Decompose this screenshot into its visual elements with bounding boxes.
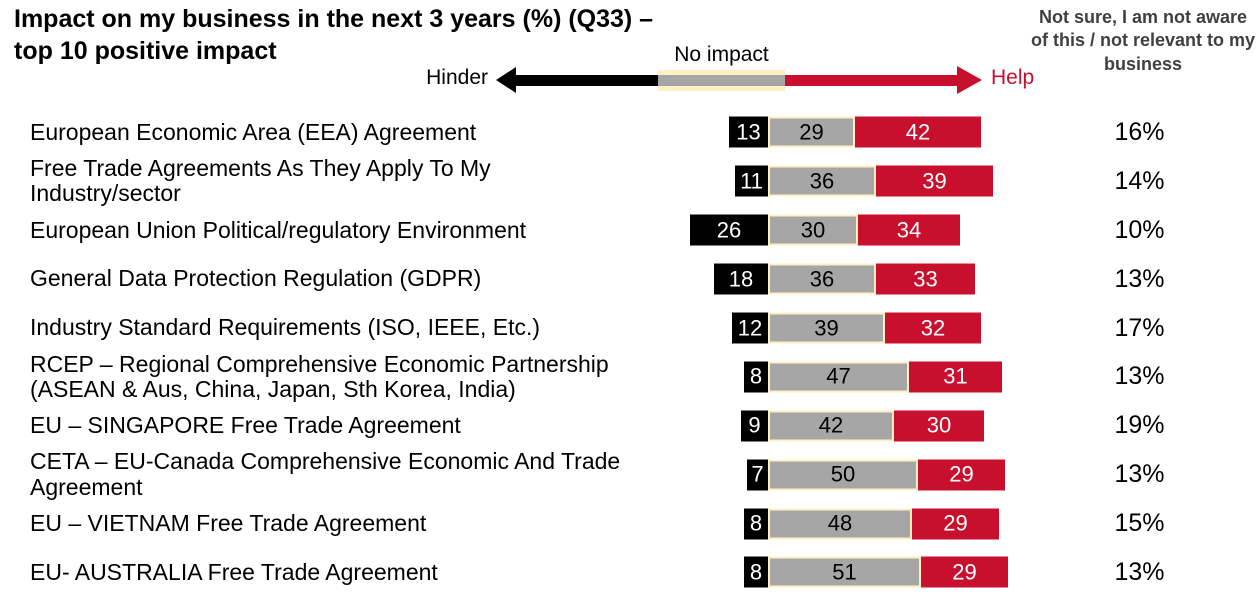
not-sure-value: 15% (1114, 509, 1165, 538)
hinder-label: Hinder (426, 66, 488, 89)
chart-row: EU – SINGAPORE Free Trade Agreement 9 42 30… (0, 401, 1259, 450)
bar-area: 13 29 42 (680, 108, 1020, 157)
chart-row: European Union Political/regulatory Envi… (0, 206, 1259, 255)
not-sure-value: 13% (1114, 362, 1165, 391)
chart-row: European Economic Area (EEA) Agreement 13… (0, 108, 1259, 157)
hinder-bar-segment: 8 (744, 556, 768, 588)
no-impact-bar-segment: 42 (768, 410, 894, 442)
help-bar-segment: 33 (876, 263, 975, 295)
chart-row: RCEP – Regional Comprehensive Economic P… (0, 350, 1259, 402)
hinder-bar-segment: 8 (744, 508, 768, 540)
category-label: General Data Protection Regulation (GDPR… (30, 265, 482, 292)
hinder-bar-segment: 18 (714, 263, 768, 295)
not-sure-column-header: Not sure, I am not aware of this / not r… (1030, 7, 1256, 74)
hinder-bar-segment: 11 (735, 165, 768, 197)
chart-row: General Data Protection Regulation (GDPR… (0, 255, 1259, 304)
bar-area: 8 47 31 (680, 352, 1020, 401)
not-sure-value: 13% (1114, 557, 1165, 586)
category-label: EU – SINGAPORE Free Trade Agreement (30, 412, 461, 439)
help-arrow-body (785, 75, 957, 86)
not-sure-value: 10% (1114, 215, 1165, 244)
chart-row: EU- AUSTRALIA Free Trade Agreement 8 51 29 1… (0, 548, 1259, 597)
chart-row: EU – VIETNAM Free Trade Agreement 8 48 29 15… (0, 499, 1259, 548)
chart-rows: European Economic Area (EEA) Agreement 13… (0, 108, 1259, 597)
page-title: Impact on my business in the next 3 year… (14, 5, 654, 65)
category-label: RCEP – Regional Comprehensive Economic P… (30, 350, 609, 402)
help-bar-segment: 39 (876, 165, 993, 197)
no-impact-bar-segment: 51 (768, 556, 921, 588)
no-impact-bar-segment: 39 (768, 312, 885, 344)
not-sure-value: 13% (1114, 264, 1165, 293)
bar-area: 12 39 32 (680, 304, 1020, 353)
category-label: EU – VIETNAM Free Trade Agreement (30, 509, 427, 536)
hinder-arrow-body (515, 75, 658, 86)
help-arrow-head-icon (957, 66, 982, 94)
not-sure-value: 17% (1114, 313, 1165, 342)
not-sure-value: 19% (1114, 411, 1165, 440)
no-impact-bar-segment: 29 (768, 116, 855, 148)
category-label: Free Trade Agreements As They Apply To M… (30, 155, 491, 207)
chart-row: Free Trade Agreements As They Apply To M… (0, 155, 1259, 207)
help-bar-segment: 30 (894, 410, 984, 442)
category-label: CETA – EU-Canada Comprehensive Economic … (30, 448, 621, 500)
chart-row: CETA – EU-Canada Comprehensive Economic … (0, 448, 1259, 500)
no-impact-bar-segment: 36 (768, 263, 876, 295)
no-impact-label: No impact (674, 43, 769, 66)
bar-area: 26 30 34 (680, 206, 1020, 255)
category-label: European Economic Area (EEA) Agreement (30, 118, 477, 145)
not-sure-value: 13% (1114, 460, 1165, 489)
help-bar-segment: 31 (909, 361, 1002, 393)
no-impact-bar-segment: 47 (768, 361, 909, 393)
help-bar-segment: 32 (885, 312, 981, 344)
help-label: Help (991, 66, 1035, 89)
category-label: Industry Standard Requirements (ISO, IEE… (30, 314, 541, 341)
category-label: European Union Political/regulatory Envi… (30, 216, 527, 243)
bar-area: 8 51 29 (680, 548, 1020, 597)
chart-row: Industry Standard Requirements (ISO, IEE… (0, 304, 1259, 353)
no-impact-bar-segment: 48 (768, 508, 912, 540)
bar-area: 9 42 30 (680, 401, 1020, 450)
no-impact-bar-segment: 30 (768, 214, 858, 246)
bar-area: 7 50 29 (680, 450, 1020, 499)
hinder-bar-segment: 12 (732, 312, 768, 344)
bar-area: 18 36 33 (680, 255, 1020, 304)
hinder-bar-segment: 26 (690, 214, 768, 246)
help-bar-segment: 42 (855, 116, 981, 148)
not-sure-value: 14% (1114, 166, 1165, 195)
help-bar-segment: 34 (858, 214, 960, 246)
hinder-arrow-head-icon (496, 67, 516, 93)
help-bar-segment: 29 (921, 556, 1008, 588)
no-impact-bar-segment: 36 (768, 165, 876, 197)
bar-area: 8 48 29 (680, 499, 1020, 548)
hinder-bar-segment: 7 (747, 459, 768, 491)
help-bar-segment: 29 (912, 508, 999, 540)
no-impact-legend-segment (658, 70, 785, 91)
category-label: EU- AUSTRALIA Free Trade Agreement (30, 558, 438, 585)
hinder-bar-segment: 8 (744, 361, 768, 393)
hinder-bar-segment: 13 (729, 116, 768, 148)
no-impact-bar-segment: 50 (768, 459, 918, 491)
not-sure-value: 16% (1114, 117, 1165, 146)
bar-area: 11 36 39 (680, 157, 1020, 206)
help-bar-segment: 29 (918, 459, 1005, 491)
hinder-bar-segment: 9 (741, 410, 768, 442)
